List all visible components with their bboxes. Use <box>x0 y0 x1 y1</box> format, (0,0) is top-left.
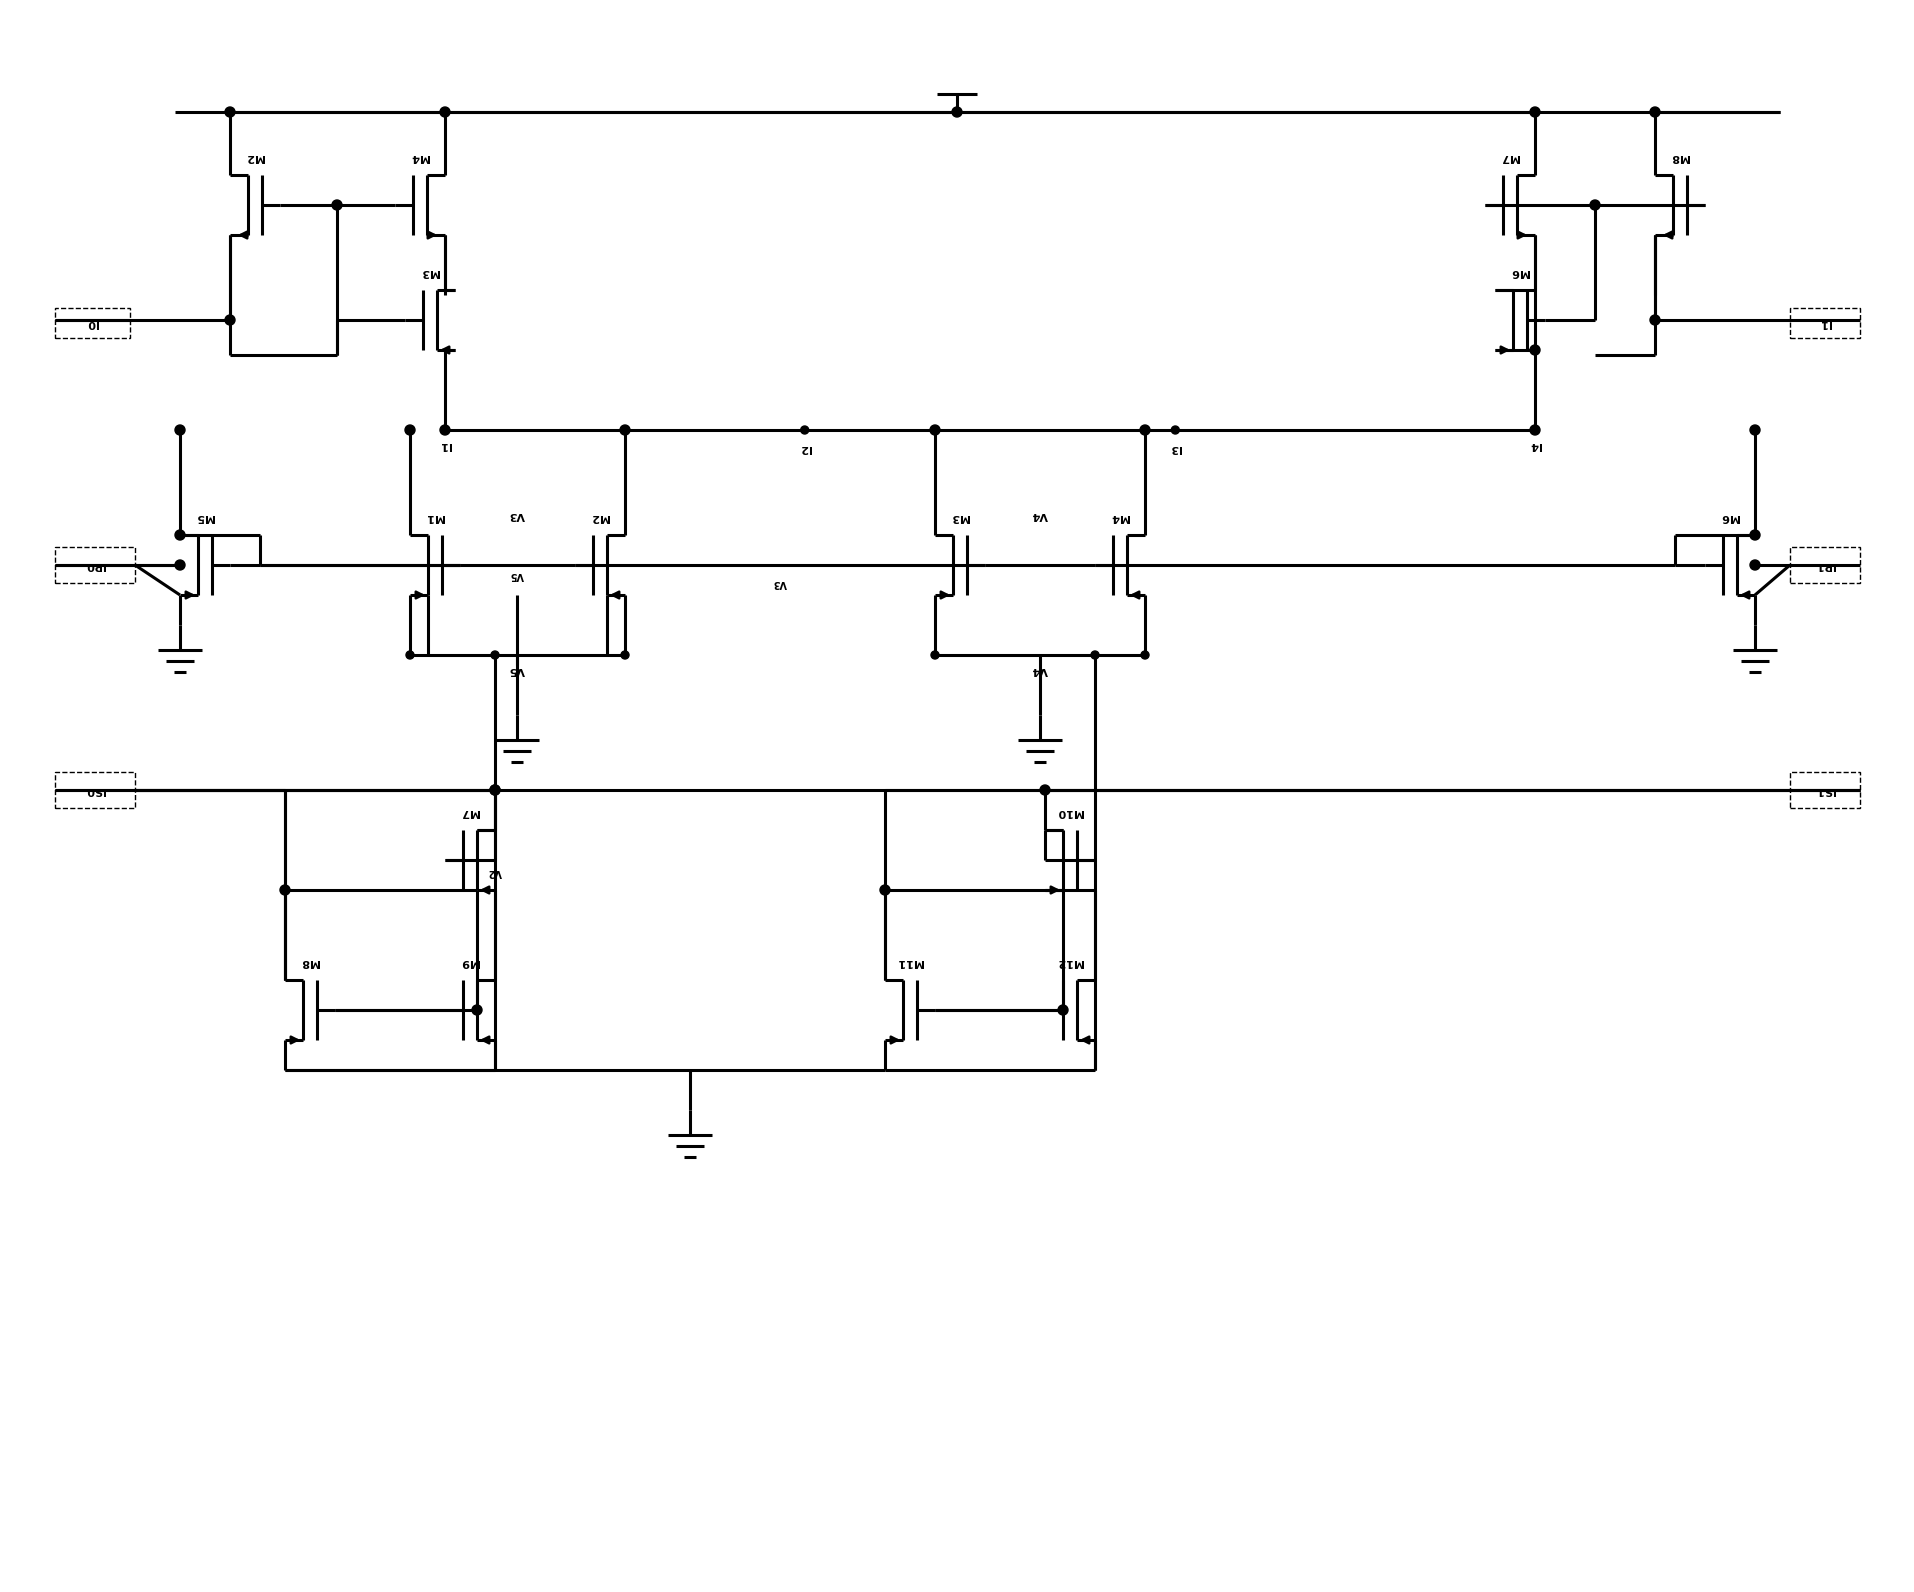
Bar <box>1790 548 1860 583</box>
Circle shape <box>800 427 810 435</box>
Text: I1: I1 <box>438 439 452 451</box>
Text: M4: M4 <box>412 151 429 162</box>
Circle shape <box>1141 651 1148 659</box>
Bar <box>56 772 136 809</box>
Text: M9: M9 <box>461 957 478 966</box>
Text: M8: M8 <box>300 957 320 966</box>
Text: M2: M2 <box>591 513 609 522</box>
Circle shape <box>930 425 940 435</box>
Text: M7: M7 <box>461 807 478 817</box>
Circle shape <box>226 315 235 325</box>
Text: M6: M6 <box>1510 267 1529 277</box>
Text: V2: V2 <box>488 868 501 877</box>
Bar <box>1790 772 1860 809</box>
Text: I2: I2 <box>798 443 810 454</box>
Circle shape <box>1171 427 1179 435</box>
Text: M4: M4 <box>1110 513 1129 522</box>
Text: V5: V5 <box>509 665 524 675</box>
Text: V4: V4 <box>1032 665 1049 675</box>
Circle shape <box>406 425 415 435</box>
Circle shape <box>1529 345 1541 355</box>
Circle shape <box>490 785 500 794</box>
Bar <box>56 307 130 338</box>
Text: M3: M3 <box>951 513 968 522</box>
Text: IP0: IP0 <box>84 560 105 570</box>
Circle shape <box>490 785 500 794</box>
Text: IS0: IS0 <box>86 785 105 794</box>
Text: M5: M5 <box>195 513 214 522</box>
Text: M3: M3 <box>421 267 440 277</box>
Circle shape <box>1141 425 1150 435</box>
Text: M11: M11 <box>898 957 923 966</box>
Text: M6: M6 <box>1721 513 1740 522</box>
Text: M10: M10 <box>1057 807 1083 817</box>
Circle shape <box>1650 315 1659 325</box>
Circle shape <box>473 1005 482 1016</box>
Circle shape <box>492 651 500 659</box>
Circle shape <box>1749 560 1761 570</box>
Text: V5: V5 <box>509 570 524 579</box>
Text: M7: M7 <box>1501 151 1520 162</box>
Circle shape <box>880 885 890 895</box>
Circle shape <box>1591 201 1600 210</box>
Circle shape <box>1749 425 1761 435</box>
Circle shape <box>1650 107 1659 116</box>
Text: M1: M1 <box>425 513 444 522</box>
Bar <box>56 548 136 583</box>
Text: V3: V3 <box>773 578 787 587</box>
Bar <box>1790 307 1860 338</box>
Text: M2: M2 <box>245 151 264 162</box>
Circle shape <box>620 425 630 435</box>
Text: M8: M8 <box>1671 151 1690 162</box>
Text: IP1: IP1 <box>1814 560 1836 570</box>
Circle shape <box>174 425 186 435</box>
Text: I1: I1 <box>1818 318 1832 328</box>
Circle shape <box>226 107 235 116</box>
Text: I0: I0 <box>86 318 98 328</box>
Circle shape <box>1529 425 1541 435</box>
Circle shape <box>1091 651 1099 659</box>
Circle shape <box>279 885 291 895</box>
Circle shape <box>440 425 450 435</box>
Circle shape <box>331 201 343 210</box>
Text: M12: M12 <box>1057 957 1083 966</box>
Circle shape <box>1039 785 1051 794</box>
Circle shape <box>440 107 450 116</box>
Text: V4: V4 <box>1032 509 1049 521</box>
Text: IS1: IS1 <box>1814 785 1836 794</box>
Circle shape <box>951 107 963 116</box>
Text: I3: I3 <box>1169 443 1181 454</box>
Circle shape <box>1058 1005 1068 1016</box>
Circle shape <box>1529 107 1541 116</box>
Text: I4: I4 <box>1529 439 1541 451</box>
Circle shape <box>406 651 413 659</box>
Circle shape <box>620 651 630 659</box>
Text: V3: V3 <box>509 509 524 521</box>
Circle shape <box>174 530 186 540</box>
Circle shape <box>1749 530 1761 540</box>
Circle shape <box>174 560 186 570</box>
Circle shape <box>930 651 940 659</box>
